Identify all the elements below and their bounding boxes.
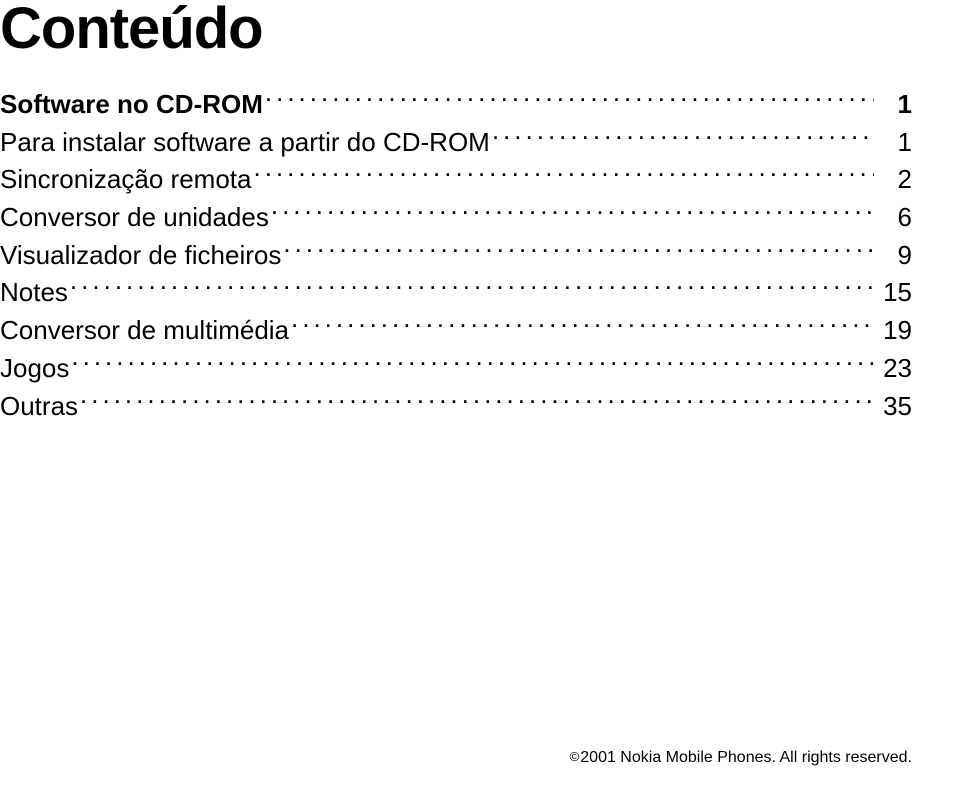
toc-row: Outras 35 <box>0 388 912 426</box>
toc-page-number: 35 <box>876 388 912 426</box>
toc-row: Conversor de multimédia 19 <box>0 312 912 350</box>
toc-row: Para instalar software a partir do CD-RO… <box>0 124 912 162</box>
toc-page-number: 1 <box>876 124 912 162</box>
toc-row: Visualizador de ficheiros 9 <box>0 237 912 275</box>
toc-page-number: 1 <box>876 86 912 124</box>
page-title: Conteúdo <box>0 0 912 58</box>
toc-label: Conversor de unidades <box>0 199 269 237</box>
toc-leader-dots <box>283 238 874 264</box>
copyright-symbol: © <box>570 749 580 764</box>
toc-page-number: 9 <box>876 237 912 275</box>
toc-row: Conversor de unidades 6 <box>0 199 912 237</box>
toc-label: Sincronização remota <box>0 161 251 199</box>
toc-page-number: 2 <box>876 161 912 199</box>
document-page: Conteúdo Software no CD-ROM 1 Para instala… <box>0 0 960 785</box>
toc-leader-dots <box>492 125 874 151</box>
toc-row: Jogos 23 <box>0 350 912 388</box>
toc-label: Notes <box>0 274 68 312</box>
toc-leader-dots <box>80 389 874 415</box>
toc-row: Sincronização remota 2 <box>0 161 912 199</box>
toc-leader-dots <box>71 351 874 377</box>
table-of-contents: Software no CD-ROM 1 Para instalar softwar… <box>0 86 912 425</box>
toc-page-number: 6 <box>876 199 912 237</box>
toc-label: Jogos <box>0 350 69 388</box>
toc-label: Conversor de multimédia <box>0 312 289 350</box>
toc-label: Outras <box>0 388 78 426</box>
footer: ©2001 Nokia Mobile Phones. All rights re… <box>570 749 912 767</box>
toc-leader-dots <box>271 200 874 226</box>
toc-label: Para instalar software a partir do CD-RO… <box>0 124 490 162</box>
toc-row: Notes 15 <box>0 274 912 312</box>
toc-leader-dots <box>291 313 874 339</box>
toc-label: Visualizador de ficheiros <box>0 237 281 275</box>
toc-leader-dots <box>253 162 874 188</box>
toc-leader-dots <box>265 87 874 113</box>
footer-text: 2001 Nokia Mobile Phones. All rights res… <box>580 749 912 766</box>
toc-page-number: 15 <box>876 274 912 312</box>
toc-page-number: 19 <box>876 312 912 350</box>
toc-row: Software no CD-ROM 1 <box>0 86 912 124</box>
toc-label: Software no CD-ROM <box>0 86 263 124</box>
toc-leader-dots <box>70 275 874 301</box>
toc-page-number: 23 <box>876 350 912 388</box>
